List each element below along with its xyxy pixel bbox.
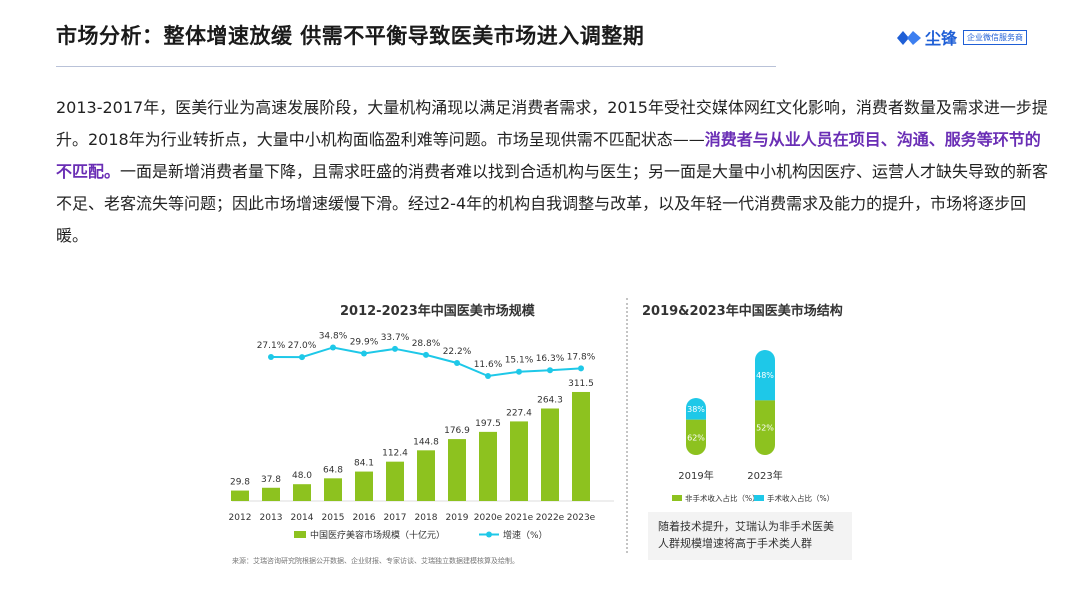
bar-value-label: 197.5 xyxy=(475,419,501,429)
intro-paragraph: 2013-2017年，医美行业为高速发展阶段，大量机构涌现以满足消费者需求，20… xyxy=(56,92,1056,252)
structure-pill xyxy=(755,350,775,455)
legend-surgical-label: 手术收入占比（%） xyxy=(767,493,834,503)
surgical-share-label: 38% xyxy=(687,405,705,414)
x-tick-label: 2022e xyxy=(536,513,565,523)
growth-rate-label: 34.8% xyxy=(319,331,348,341)
logo-text: 尘锋 xyxy=(925,29,958,48)
growth-rate-label: 28.8% xyxy=(412,339,441,349)
non-surgical-segment xyxy=(755,400,775,455)
bar-value-label: 29.8 xyxy=(230,478,250,488)
x-tick-label: 2017 xyxy=(384,513,407,523)
bar-value-label: 264.3 xyxy=(537,395,563,405)
market-size-chart-title: 2012-2023年中国医美市场规模 xyxy=(340,304,535,319)
growth-rate-point xyxy=(516,368,522,375)
page-title: 市场分析：整体增速放缓 供需不平衡导致医美市场进入调整期 xyxy=(56,24,645,48)
growth-rate-label: 11.6% xyxy=(474,360,503,370)
growth-rate-line xyxy=(270,346,582,378)
x-tick-label: 2013 xyxy=(260,513,283,523)
market-size-bar xyxy=(262,487,280,501)
market-size-bar xyxy=(355,471,373,501)
market-size-bar xyxy=(541,408,559,501)
legend-non-surgical-swatch xyxy=(672,495,682,501)
x-tick-label: 2012 xyxy=(229,513,252,523)
x-tick-label: 2023e xyxy=(567,513,596,523)
legend-line-label: 增速（%） xyxy=(503,529,548,541)
bar-value-label: 311.5 xyxy=(568,379,594,389)
intro-highlight: 消费者与从业人员在项目、沟通、服务等环节的不匹配。 xyxy=(56,130,1041,181)
legend-line-marker xyxy=(486,531,492,538)
growth-rate-point xyxy=(578,365,584,372)
growth-rate-point xyxy=(423,351,429,358)
bar-value-label: 37.8 xyxy=(261,475,281,485)
logo-icon xyxy=(897,31,921,45)
legend-bar-swatch xyxy=(294,531,306,538)
growth-rate-label: 33.7% xyxy=(381,333,410,343)
surgical-share-label: 48% xyxy=(756,371,774,380)
bar-value-label: 112.4 xyxy=(382,449,408,459)
structure-pill xyxy=(686,398,706,455)
growth-rate-label: 22.2% xyxy=(443,347,472,357)
market-size-chart: 29.8 2012 37.8 2013 48.0 2014 64.8 2015 84.1 2016… xyxy=(229,331,614,541)
intro-part1: 2013-2017年，医美行业为高速发展阶段，大量机构涌现以满足消费者需求，20… xyxy=(56,98,1048,149)
non-surgical-share-label: 62% xyxy=(687,433,705,442)
bar-value-label: 48.0 xyxy=(292,471,312,481)
market-size-bar xyxy=(231,490,249,501)
market-structure-chart-title: 2019&2023年中国医美市场结构 xyxy=(642,304,843,319)
bar-value-label: 227.4 xyxy=(506,408,532,418)
note-box: 随着技术提升，艾瑞认为非手术医美人群规模增速将高于手术类人群 xyxy=(648,512,852,560)
bar-value-label: 144.8 xyxy=(413,437,439,447)
growth-rate-label: 15.1% xyxy=(505,356,534,366)
x-tick-label: 2020e xyxy=(474,513,503,523)
growth-rate-point xyxy=(485,373,491,380)
market-size-bar xyxy=(479,431,497,501)
growth-rate-label: 17.8% xyxy=(567,352,596,362)
x-tick-label: 2023年 xyxy=(747,469,782,482)
growth-rate-point xyxy=(299,354,305,361)
non-surgical-segment xyxy=(686,419,706,455)
legend-surgical-swatch xyxy=(754,495,764,501)
growth-rate-label: 16.3% xyxy=(536,354,565,364)
logo: 尘锋 企业微信服务商 xyxy=(896,25,1028,49)
growth-rate-label: 27.0% xyxy=(288,341,317,351)
chart-divider xyxy=(626,298,628,553)
growth-rate-point xyxy=(268,353,274,360)
market-size-bar xyxy=(293,484,311,501)
non-surgical-share-label: 52% xyxy=(756,424,774,433)
surgical-segment xyxy=(755,350,775,401)
growth-rate-point xyxy=(361,350,367,357)
surgical-segment xyxy=(686,398,706,420)
bar-value-label: 84.1 xyxy=(354,459,374,469)
legend-bar-label: 中国医疗美容市场规模（十亿元） xyxy=(310,529,445,541)
market-size-bar xyxy=(386,461,404,501)
market-size-bar xyxy=(572,391,590,501)
market-size-bar xyxy=(417,450,435,501)
growth-rate-point xyxy=(392,345,398,352)
source-note: 来源：艾瑞咨询研究院根据公开数据、企业财报、专家访谈、艾瑞独立数据建模核算及绘制… xyxy=(232,557,519,565)
x-tick-label: 2014 xyxy=(291,513,314,523)
x-tick-label: 2021e xyxy=(505,513,534,523)
market-size-bar xyxy=(510,421,528,501)
x-tick-label: 2019 xyxy=(446,513,469,523)
market-size-bar xyxy=(324,478,342,501)
x-tick-label: 2015 xyxy=(322,513,345,523)
growth-rate-label: 29.9% xyxy=(350,338,379,348)
bar-value-label: 64.8 xyxy=(323,465,343,475)
x-tick-label: 2019年 xyxy=(678,469,713,482)
growth-rate-label: 27.1% xyxy=(257,341,286,351)
title-underline xyxy=(56,66,776,67)
growth-rate-point xyxy=(454,359,460,366)
bar-value-label: 176.9 xyxy=(444,426,470,436)
intro-part2: 一面是新增消费者量下降，且需求旺盛的消费者难以找到合适机构与医生；另一面是大量中… xyxy=(56,162,1049,245)
legend-non-surgical-label: 非手术收入占比（%） xyxy=(685,493,760,503)
growth-rate-point xyxy=(330,344,336,351)
logo-badge: 企业微信服务商 xyxy=(963,29,1028,45)
x-tick-label: 2018 xyxy=(415,513,438,523)
x-tick-label: 2016 xyxy=(353,513,376,523)
market-size-bar xyxy=(448,439,466,501)
growth-rate-point xyxy=(547,367,553,374)
